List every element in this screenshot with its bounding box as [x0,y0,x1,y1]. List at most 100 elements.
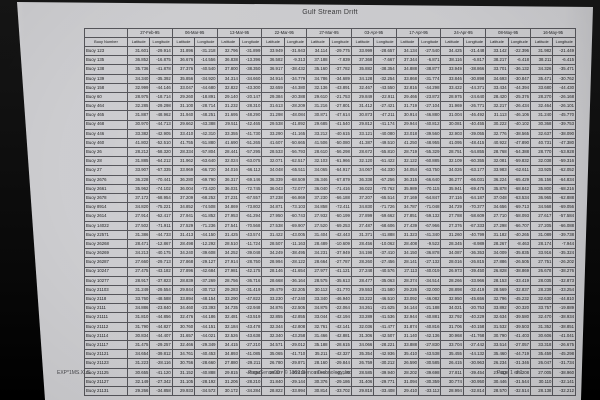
longitude-cell: -60.199 [328,211,352,222]
longitude-cell: -59.832 [507,156,532,167]
latitude-cell: 29.479 [261,284,285,296]
latitude-cell: 30.968 [440,330,464,342]
table-row: Buoy 468 30.970 -44.713 29.662 -43.388 29.511… [84,119,576,130]
longitude-cell: -54.855 [462,147,487,158]
longitude-cell: -44.186 [194,312,218,323]
longitude-cell: -28.209 [283,101,308,112]
longitude-cell: -37.269 [194,275,218,286]
longitude-cell: -70.377 [462,202,487,213]
longitude-cell: -41.730 [238,128,263,139]
latitude-cell: 29.140 [216,91,240,103]
longitude-cell: -67.335 [149,165,173,176]
latitude-cell: 33.846 [440,73,464,84]
longitude-cell: -32.873 [552,275,576,286]
longitude-cell: -50.665 [283,137,308,149]
latitude-cell: 28.146 [261,266,285,277]
latitude-cell: 30.172 [216,385,240,397]
latitude-cell: 32.816 [395,82,420,93]
longitude-cell: -35.392 [149,73,173,84]
longitude-cell: -28.310 [238,101,263,112]
latitude-cell: 32.071 [261,156,285,167]
latitude-cell: 36.339 [261,174,285,185]
longitude-cell: -47.614 [328,110,352,121]
header-longitude-cell: Longitude [418,37,442,47]
latitude-cell: 31.810 [126,312,151,323]
longitude-cell: -56.298 [328,147,352,158]
longitude-cell: -47.211 [373,110,397,121]
buoy-label-cell: Buoy 26 [84,147,128,158]
header-dates-row: 27-Feb-95 06-Mar-95 13-Mar-95 22-Mar-95 27-M… [84,28,576,38]
longitude-cell: -9.313 [283,55,308,66]
latitude-cell: 33.680 [530,82,554,93]
longitude-cell: -6.817 [462,55,487,66]
latitude-cell: 29.844 [171,284,196,296]
header-latitude-cell: Latitude [261,37,285,47]
table-header: 27-Feb-95 06-Mar-95 13-Mar-95 22-Mar-95 27-M… [84,28,576,47]
latitude-cell: 34.787 [395,202,420,213]
latitude-cell: 31.422 [261,229,285,240]
longitude-cell: -27.456 [373,257,397,268]
longitude-cell: -56.793 [283,147,308,158]
longitude-cell: -28.116 [149,358,173,369]
longitude-cell: -69.056 [552,202,576,213]
latitude-cell: 33.888 [395,339,420,351]
table-row: Buoy 2676 36.228 -70.441 36.280 -69.790 36.31… [84,174,576,185]
table-row: Buoy 10247 27.475 -43.182 27.896 -42.684 27.9… [84,266,576,277]
longitude-cell: -64.212 [149,156,173,167]
longitude-cell: -66.031 [462,174,487,185]
table-row: Buoy 158 32.999 -44.146 33.047 -44.680 32.822… [84,82,576,93]
longitude-cell: -66.869 [283,192,308,204]
latitude-cell: 27.538 [261,220,285,231]
latitude-cell: 34.340 [126,73,151,84]
header-longitude-cell: Longitude [283,37,308,47]
longitude-cell: -63.177 [462,165,487,176]
latitude-cell: 32.822 [216,82,240,93]
longitude-cell: -44.151 [194,321,218,332]
longitude-cell: -39.048 [238,248,263,259]
latitude-cell: 32.184 [216,321,240,332]
header-latitude-cell: Latitude [440,37,464,47]
longitude-cell: -68.606 [373,220,397,231]
buoy-label-cell: Buoy 21131 [84,385,128,397]
buoy-label-cell: Buoy 468 [84,119,128,130]
header-latlon-row: Buoy Number Latitude Longitude Latitude Long… [84,37,576,47]
longitude-cell: -35.324 [552,248,576,259]
table-row: Buoy 22571 31.386 -44.733 31.413 -44.150 31.4… [84,229,576,240]
longitude-cell: -43.388 [194,119,218,130]
longitude-cell: -26.505 [507,257,532,268]
latitude-cell: 33.757 [530,303,554,314]
latitude-cell: 32.103 [306,156,330,167]
longitude-cell: -13.396 [238,55,263,66]
longitude-cell: -10.062 [373,238,397,250]
longitude-cell: -40.816 [418,321,442,332]
latitude-cell: 34.693 [485,73,509,84]
latitude-cell: 31.323 [395,229,420,240]
longitude-cell: -65.514 [373,192,397,204]
buoy-label-cell: Buoy 14022 [84,220,128,231]
longitude-cell: -29.012 [283,339,308,351]
longitude-cell: -73.420 [194,183,218,195]
latitude-cell: 36.338 [350,174,375,185]
latitude-cell: 34.858 [306,202,330,213]
latitude-cell: 36.838 [216,55,240,66]
latitude-cell: 28.768 [485,147,509,158]
longitude-cell: -41.477 [373,321,397,332]
latitude-cell: 28.471 [126,238,151,250]
table-row: Buoy 21117 31.475 -29.257 32.466 -29.349 34.4… [84,339,576,351]
latitude-cell: 29.410 [395,385,420,397]
table-row: Buoy 138 35.736 -41.878 37.376 -40.540 37.800… [84,64,576,75]
longitude-cell: -45.656 [462,294,487,305]
latitude-cell: 35.065 [261,349,285,360]
latitude-cell: 38.116 [440,55,464,66]
latitude-cell: 31.004 [440,110,464,121]
latitude-cell: 27.953 [216,211,240,222]
header-date-cell: 27-Mar-95 [306,28,352,38]
longitude-cell: -69.475 [462,183,487,195]
buoy-label-cell: Buoy 28 [84,156,128,167]
latitude-cell: 35.800 [530,183,554,195]
latitude-cell: 29.553 [350,284,375,296]
latitude-cell: 29.818 [350,385,375,397]
longitude-cell: -38.090 [552,128,576,139]
longitude-cell: -34.689 [328,73,352,84]
longitude-cell: -38.869 [507,266,532,277]
